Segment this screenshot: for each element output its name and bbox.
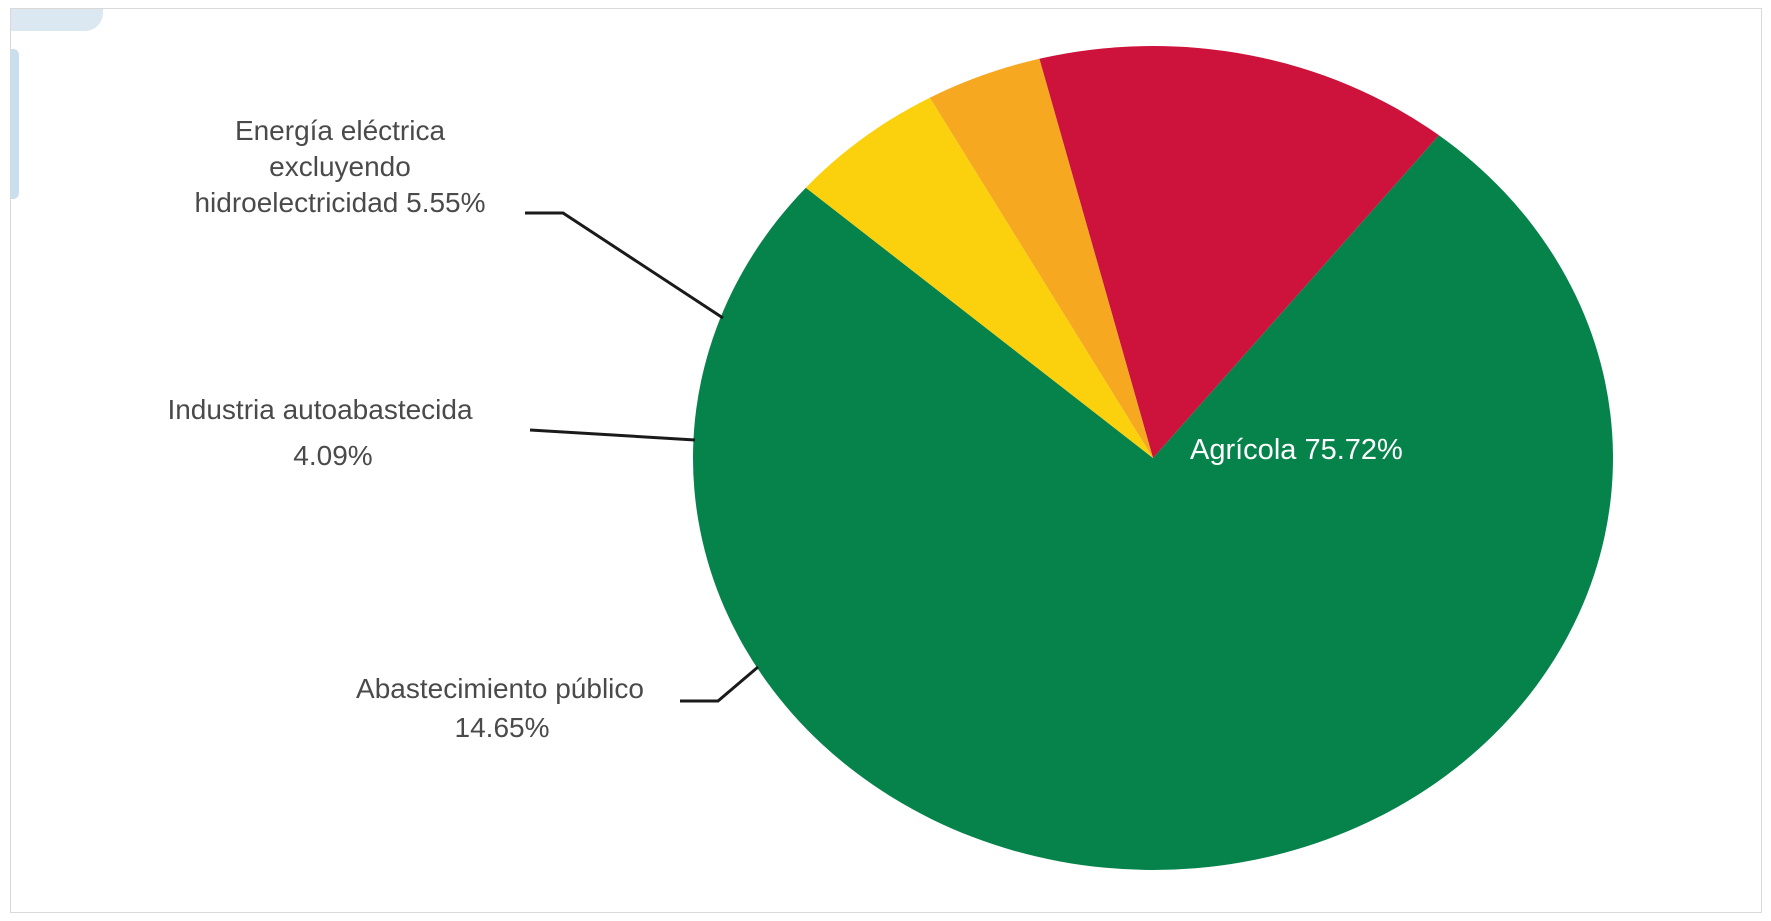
side-decoration bbox=[11, 49, 19, 199]
leader-lines bbox=[525, 211, 759, 703]
slice-label-agricola: Agrícola 75.72% bbox=[1190, 434, 1403, 466]
slice-label-industria-value: 4.09% bbox=[293, 440, 372, 471]
pie-slice-abastecimiento bbox=[1039, 45, 1439, 458]
slice-label-abastecimiento-line-1: Abastecimiento público bbox=[356, 673, 644, 704]
slice-label-energia-line-2: excluyendo bbox=[269, 151, 411, 182]
slice-label-energia-line-1: Energía eléctrica bbox=[235, 115, 446, 146]
slice-label-abastecimiento-value: 14.65% bbox=[455, 712, 550, 743]
pie-slice-energia bbox=[805, 97, 1153, 458]
pie-slice-agricola bbox=[692, 135, 1613, 870]
leader-line-industria bbox=[529, 428, 696, 442]
slice-label-industria-line-1: Industria autoabastecida bbox=[167, 394, 473, 425]
pie-slices bbox=[692, 45, 1613, 870]
pie-slice-industria bbox=[929, 58, 1153, 458]
leader-line-energia bbox=[525, 211, 724, 320]
slice-label-energia-line-3: hidroelectricidad 5.55% bbox=[194, 187, 485, 218]
slice-labels: Agrícola 75.72% Energía eléctrica excluy… bbox=[167, 115, 1402, 743]
leader-line-abastecimiento bbox=[680, 665, 759, 703]
corner-decoration bbox=[11, 9, 103, 31]
